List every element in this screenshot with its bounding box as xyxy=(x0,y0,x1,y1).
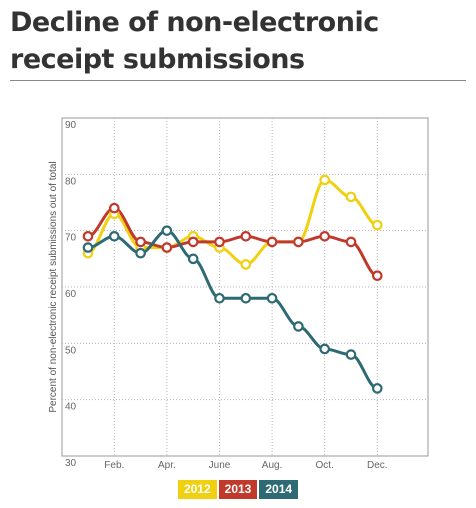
data-point-2013 xyxy=(82,231,94,242)
data-point-2014 xyxy=(82,242,94,253)
legend: 2012 2013 2014 xyxy=(0,480,476,499)
data-point-2014 xyxy=(266,292,278,304)
series-line-2012 xyxy=(86,178,379,266)
data-point-2014 xyxy=(109,231,120,242)
x-tick-label: June xyxy=(209,460,231,471)
data-point-2014 xyxy=(371,383,383,394)
data-point-2013 xyxy=(371,270,383,282)
data-point-2014 xyxy=(214,292,225,304)
data-point-2013 xyxy=(266,236,278,248)
data-point-2013 xyxy=(345,236,357,248)
x-tick-label: Dec. xyxy=(367,460,388,471)
data-point-2013 xyxy=(214,236,225,248)
y-tick-label: 40 xyxy=(65,402,77,413)
data-point-2014 xyxy=(319,343,330,355)
y-tick-label: 60 xyxy=(65,289,77,300)
data-point-2013 xyxy=(109,202,120,214)
data-point-2014 xyxy=(293,321,304,332)
series-line-2013 xyxy=(86,206,379,278)
x-tick-label: Apr. xyxy=(158,460,176,471)
data-point-2013 xyxy=(240,231,252,242)
data-point-2012 xyxy=(319,174,330,186)
y-tick-label: 80 xyxy=(65,176,77,187)
y-tick-label: 90 xyxy=(65,120,77,131)
x-tick-label: Aug. xyxy=(262,460,283,471)
chart-title: Decline of non-electronic receipt submis… xyxy=(10,7,379,75)
x-tick-label: Oct. xyxy=(316,460,334,471)
data-point-2014 xyxy=(161,225,173,236)
data-point-2012 xyxy=(345,191,357,203)
data-point-2013 xyxy=(135,236,146,248)
data-point-2013 xyxy=(293,236,304,248)
data-point-2013 xyxy=(187,236,199,248)
data-point-2013 xyxy=(319,231,330,242)
legend-item-2014: 2014 xyxy=(259,480,299,499)
data-point-2012 xyxy=(240,259,252,270)
legend-item-2013: 2013 xyxy=(218,480,258,499)
y-tick-label: 50 xyxy=(65,345,77,356)
y-axis-label: Percent of non-electronic receipt submis… xyxy=(48,161,59,412)
line-chart: 90 80 70 60 50 40 30 Feb. Apr. June Aug. Oct. Dec. Pe… xyxy=(48,117,429,471)
y-tick-label: 30 xyxy=(65,458,77,469)
data-point-2014 xyxy=(135,247,146,259)
x-tick-label: Feb. xyxy=(104,460,124,471)
data-point-2012 xyxy=(371,219,383,231)
y-tick-label: 70 xyxy=(65,233,77,244)
data-point-2014 xyxy=(345,349,357,360)
data-point-2014 xyxy=(187,253,199,265)
title-divider xyxy=(10,80,466,81)
legend-item-2012: 2012 xyxy=(177,480,217,499)
data-point-2014 xyxy=(240,292,252,304)
data-point-2013 xyxy=(161,242,173,253)
